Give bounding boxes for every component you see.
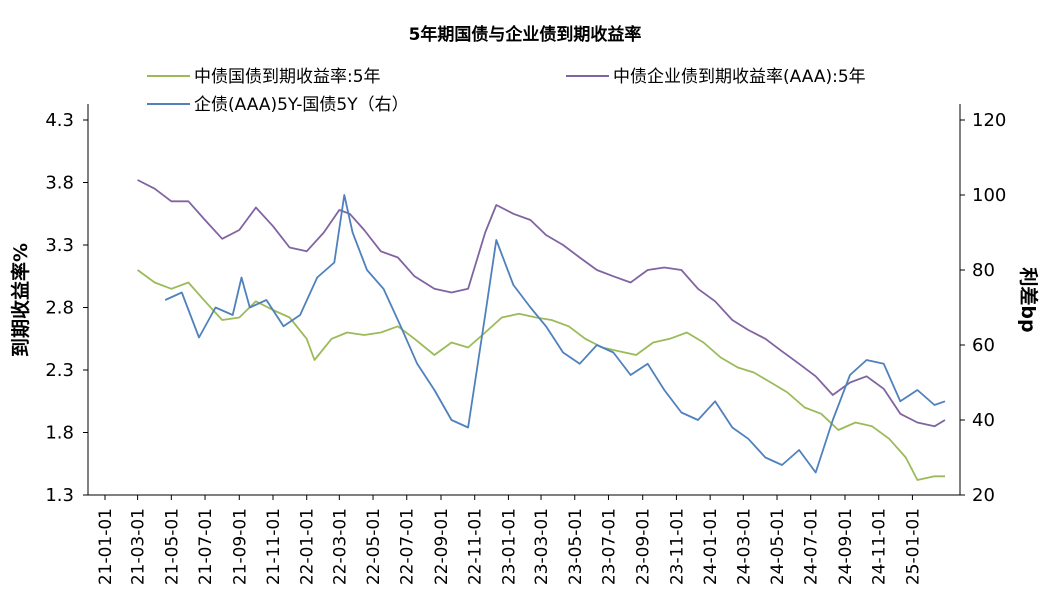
right-tick-label: 100 — [972, 185, 1006, 206]
right-tick-label: 40 — [972, 410, 995, 431]
x-axis-ticks: 21-01-01 21-03-01 21-05-01 21-07-01 21-09-01… — [96, 495, 923, 585]
x-tick-label: 23-03-01 — [532, 508, 552, 585]
series-line-spread — [164, 194, 946, 474]
x-tick-label: 24-01-01 — [701, 508, 721, 585]
right-tick-label: 80 — [972, 260, 995, 281]
x-tick-label: 21-03-01 — [129, 508, 149, 585]
legend: 中债国债到期收益率:5年 中债企业债到期收益率(AAA):5年 企债(AAA)5… — [147, 67, 866, 115]
x-tick-label: 22-03-01 — [330, 508, 350, 585]
x-tick-label: 23-01-01 — [499, 508, 519, 585]
left-tick-label: 3.3 — [45, 235, 74, 256]
x-tick-label: 23-05-01 — [566, 508, 586, 585]
chart-title: 5年期国债与企业债到期收益率 — [409, 24, 642, 45]
x-tick-label: 24-09-01 — [836, 508, 856, 585]
x-tick-label: 21-05-01 — [162, 508, 182, 585]
x-tick-label: 22-11-01 — [466, 508, 486, 585]
x-tick-label: 23-09-01 — [634, 508, 654, 585]
right-tick-label: 20 — [972, 485, 995, 506]
right-axis-label: 利差bp — [1017, 267, 1040, 332]
x-tick-label: 21-01-01 — [96, 508, 116, 585]
left-tick-label: 3.8 — [45, 173, 74, 194]
x-tick-label: 24-07-01 — [802, 508, 822, 585]
x-tick-label: 21-11-01 — [264, 508, 284, 585]
right-axis-ticks: 120 100 80 60 40 20 — [960, 110, 1006, 506]
legend-item-cgb: 中债国债到期收益率:5年 — [147, 67, 381, 87]
legend-label-corp: 中债企业债到期收益率(AAA):5年 — [613, 67, 866, 87]
x-tick-label: 22-07-01 — [398, 508, 418, 585]
left-tick-label: 4.3 — [45, 110, 74, 131]
x-tick-label: 24-05-01 — [768, 508, 788, 585]
x-tick-label: 22-05-01 — [364, 508, 384, 585]
left-tick-label: 2.8 — [45, 298, 74, 319]
x-tick-label: 24-11-01 — [870, 508, 890, 585]
x-tick-label: 21-09-01 — [230, 508, 250, 585]
left-tick-label: 1.8 — [45, 423, 74, 444]
right-tick-label: 60 — [972, 335, 995, 356]
left-axis-ticks: 4.3 3.8 3.3 2.8 2.3 1.8 1.3 — [45, 110, 88, 506]
right-tick-label: 120 — [972, 110, 1006, 131]
legend-item-spread: 企债(AAA)5Y-国债5Y（右） — [147, 95, 409, 115]
legend-label-spread: 企债(AAA)5Y-国债5Y（右） — [194, 95, 409, 115]
x-tick-label: 22-09-01 — [432, 508, 452, 585]
series-line-corp-aaa-5y — [137, 179, 946, 428]
x-tick-label: 21-07-01 — [196, 508, 216, 585]
x-tick-label: 25-01-01 — [903, 508, 923, 585]
legend-item-corp: 中债企业债到期收益率(AAA):5年 — [566, 67, 866, 87]
left-axis-label: 到期收益率% — [9, 243, 32, 357]
x-tick-label: 24-03-01 — [734, 508, 754, 585]
x-tick-label: 23-11-01 — [667, 508, 687, 585]
x-tick-label: 22-01-01 — [298, 508, 318, 585]
x-tick-label: 23-07-01 — [599, 508, 619, 585]
series-line-cgb-5y — [137, 269, 945, 481]
series-group — [137, 179, 946, 481]
legend-label-cgb: 中债国债到期收益率:5年 — [194, 67, 381, 87]
left-tick-label: 1.3 — [45, 485, 74, 506]
left-tick-label: 2.3 — [45, 360, 74, 381]
